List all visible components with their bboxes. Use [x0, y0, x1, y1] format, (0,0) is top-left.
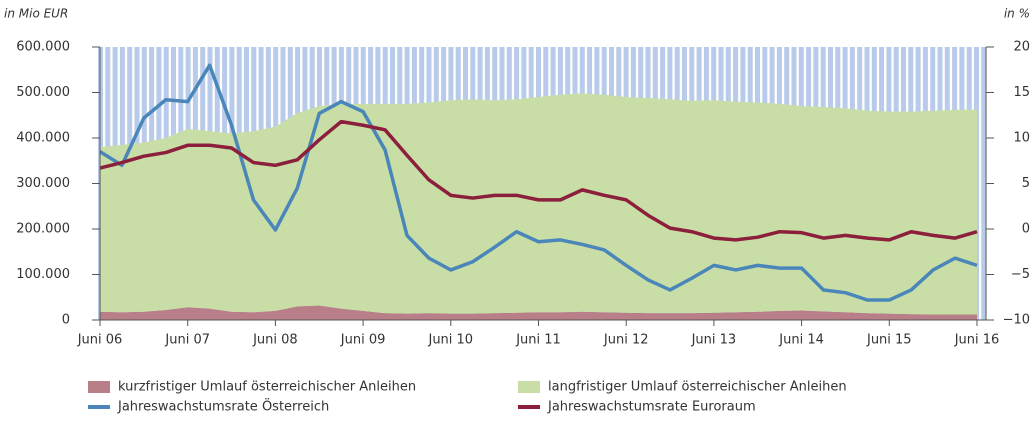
line	[99, 63, 978, 302]
y2-axis-label: in %	[1004, 7, 1030, 21]
x-tick-label: Juni 06	[77, 333, 123, 348]
legend-label: Jahreswachstumsrate Euroraum	[547, 400, 756, 415]
y2-tick-label: 15	[1013, 85, 1030, 100]
x-tick-label: Juni 09	[340, 333, 386, 348]
y-tick-label: 200.000	[16, 222, 70, 237]
y-axis-label: in Mio EUR	[4, 7, 68, 21]
legend-swatch	[88, 381, 110, 393]
y-tick-label: 100.000	[16, 267, 70, 282]
x-tick-label: Juni 13	[691, 333, 737, 348]
x-tick-label: Juni 11	[515, 333, 561, 348]
x-tick-label: Juni 16	[954, 333, 1000, 348]
x-tick-label: Juni 14	[778, 333, 824, 348]
x-tick-label: Juni 07	[164, 333, 210, 348]
legend-label: kurzfristiger Umlauf österreichischer An…	[118, 380, 416, 395]
area	[100, 305, 977, 320]
y2-tick-label: −10	[1003, 313, 1030, 328]
legend-label: langfristiger Umlauf österreichischer An…	[548, 380, 847, 395]
y-tick-label: 0	[62, 313, 70, 328]
x-tick-label: Juni 08	[252, 333, 298, 348]
y-tick-label: 300.000	[16, 176, 70, 191]
x-tick-label: Juni 10	[427, 333, 473, 348]
y-tick-label: 600.000	[16, 40, 70, 55]
legend-label: Jahreswachstumsrate Österreich	[117, 398, 329, 415]
y2-tick-label: 5	[1022, 176, 1030, 191]
legend-swatch	[518, 381, 540, 393]
background-stripe	[981, 47, 987, 320]
x-tick-label: Juni 12	[603, 333, 649, 348]
y2-tick-label: 10	[1013, 131, 1030, 146]
area	[100, 93, 977, 315]
y2-tick-label: 0	[1022, 222, 1030, 237]
y-tick-label: 400.000	[16, 131, 70, 146]
y2-tick-label: 20	[1013, 40, 1030, 55]
y-tick-label: 500.000	[16, 85, 70, 100]
line	[99, 119, 978, 242]
y2-tick-label: −5	[1011, 267, 1030, 282]
x-tick-label: Juni 15	[866, 333, 912, 348]
